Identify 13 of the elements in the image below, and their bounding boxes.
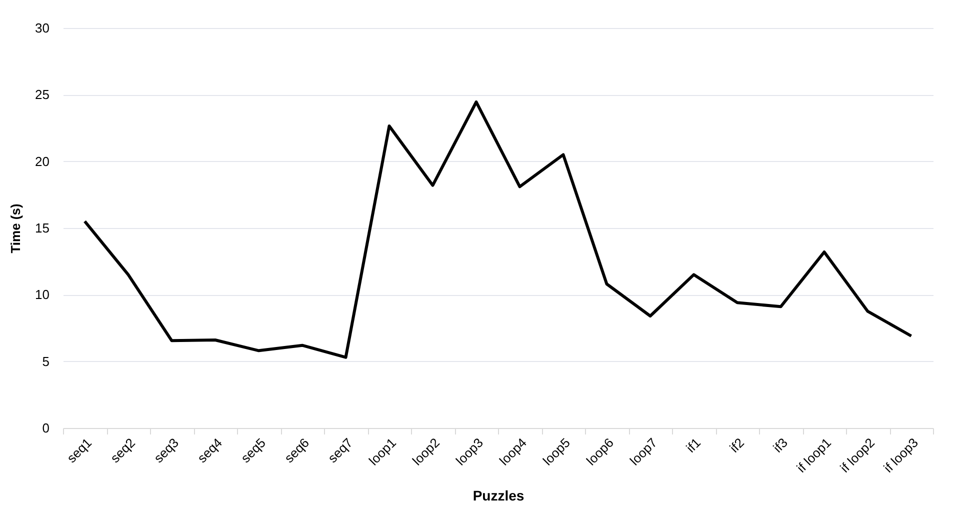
x-tick-label: if1	[683, 435, 704, 456]
y-tick-label: 10	[35, 287, 50, 302]
y-axis-title: Time (s)	[8, 204, 24, 254]
y-tick-label: 5	[42, 354, 50, 369]
y-tick-label: 30	[35, 20, 50, 36]
x-tick-label: if3	[770, 435, 790, 456]
x-tick-label: if2	[726, 435, 747, 456]
y-tick-label: 20	[35, 154, 50, 169]
y-tick-label: 0	[42, 420, 50, 436]
line-series	[83, 100, 913, 359]
y-tick-label: 15	[35, 220, 50, 236]
y-tick-label: 25	[35, 87, 50, 102]
x-axis-title: Puzzles	[472, 487, 524, 504]
